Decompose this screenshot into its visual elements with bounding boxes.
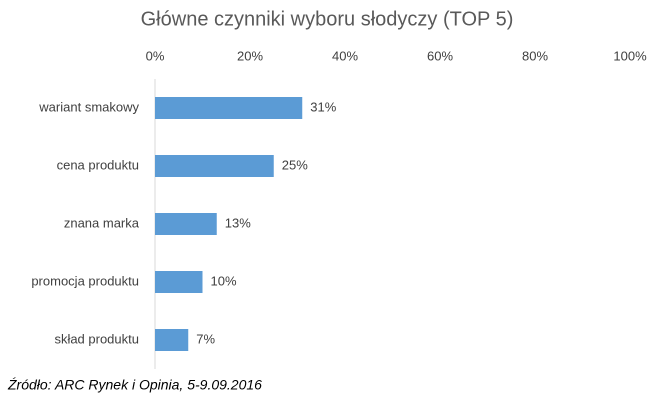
data-label: 25% xyxy=(282,157,308,172)
data-label: 31% xyxy=(310,99,336,114)
source-note: Źródło: ARC Rynek i Opinia, 5-9.09.2016 xyxy=(7,377,262,393)
chart-title: Główne czynniki wyboru słodyczy (TOP 5) xyxy=(141,8,514,30)
x-tick-label: 0% xyxy=(146,48,165,63)
bar xyxy=(155,155,274,177)
x-tick-label: 20% xyxy=(237,48,263,63)
bar xyxy=(155,213,217,235)
data-label: 10% xyxy=(211,273,237,288)
bar xyxy=(155,329,189,351)
y-tick-label: promocja produktu xyxy=(31,273,139,288)
y-tick-label: cena produktu xyxy=(57,157,139,172)
y-tick-label: wariant smakowy xyxy=(38,99,139,114)
data-label: 7% xyxy=(196,331,215,346)
y-tick-label: skład produktu xyxy=(54,331,139,346)
bar xyxy=(155,271,203,293)
x-tick-label: 80% xyxy=(522,48,548,63)
bar xyxy=(155,97,303,119)
x-tick-label: 100% xyxy=(613,48,647,63)
data-label: 13% xyxy=(225,215,251,230)
x-tick-label: 40% xyxy=(332,48,358,63)
y-tick-label: znana marka xyxy=(64,215,140,230)
x-tick-label: 60% xyxy=(427,48,453,63)
